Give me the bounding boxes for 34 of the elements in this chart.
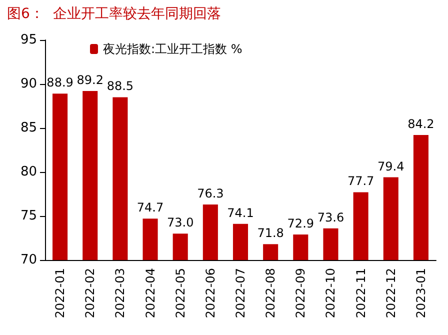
chart-title: 图6： 企业开工率较去年同期回落 bbox=[7, 6, 221, 22]
x-tick-label: 2022-11 bbox=[354, 268, 368, 318]
data-label: 88.9 bbox=[46, 76, 74, 90]
y-tick-label: 95 bbox=[20, 32, 37, 48]
data-label: 79.4 bbox=[378, 159, 404, 174]
data-label: 72.9 bbox=[287, 216, 314, 230]
x-tick-label: 2022-02 bbox=[83, 268, 98, 318]
legend-label: 夜光指数:工业开工指数 % bbox=[103, 42, 242, 56]
data-label: 73.0 bbox=[166, 216, 194, 230]
data-label: 74.7 bbox=[136, 200, 164, 215]
x-tick-label: 2022-06 bbox=[203, 268, 218, 318]
x-tick-label: 2022-10 bbox=[324, 268, 338, 318]
y-tick-label: 70 bbox=[20, 252, 37, 268]
data-label: 76.3 bbox=[197, 186, 224, 201]
x-tick-label: 2022-09 bbox=[294, 268, 308, 318]
data-label: 74.1 bbox=[227, 206, 254, 220]
x-tick-label: 2022-08 bbox=[264, 268, 278, 318]
data-label: 84.2 bbox=[408, 117, 434, 132]
data-label: 89.2 bbox=[76, 73, 104, 88]
y-tick-label: 90 bbox=[20, 76, 37, 92]
x-tick-label: 2022-04 bbox=[143, 268, 158, 318]
x-tick-label: 2022-05 bbox=[173, 268, 188, 318]
x-tick-label: 2022-03 bbox=[113, 268, 128, 318]
x-tick-label: 2022-12 bbox=[384, 268, 398, 318]
x-tick-label: 2023-01 bbox=[414, 268, 428, 318]
data-label: 71.8 bbox=[257, 226, 284, 240]
data-label: 77.7 bbox=[347, 174, 374, 188]
data-label: 88.5 bbox=[106, 79, 134, 94]
y-tick-label: 85 bbox=[20, 120, 37, 136]
x-tick-label: 2022-01 bbox=[53, 268, 68, 318]
x-tick-label: 2022-07 bbox=[234, 268, 248, 318]
y-tick-label: 75 bbox=[20, 208, 37, 224]
data-label: 73.6 bbox=[317, 210, 344, 224]
y-tick-label: 80 bbox=[20, 164, 37, 180]
